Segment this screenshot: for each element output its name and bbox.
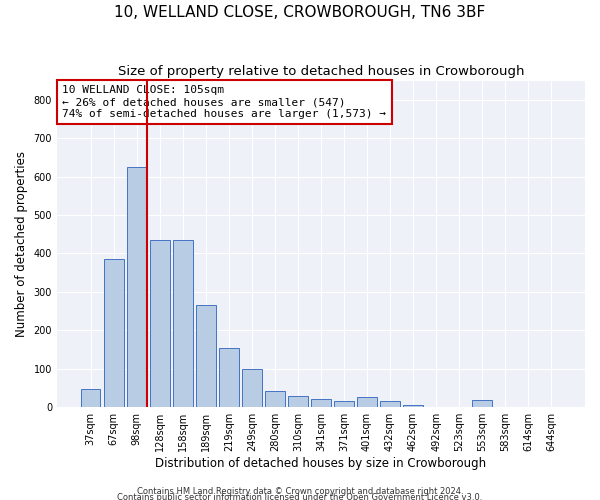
Bar bbox=[242, 369, 262, 407]
Text: Contains public sector information licensed under the Open Government Licence v3: Contains public sector information licen… bbox=[118, 492, 482, 500]
Bar bbox=[472, 400, 492, 407]
Text: 10 WELLAND CLOSE: 105sqm
← 26% of detached houses are smaller (547)
74% of semi-: 10 WELLAND CLOSE: 105sqm ← 26% of detach… bbox=[62, 86, 386, 118]
Text: 10, WELLAND CLOSE, CROWBOROUGH, TN6 3BF: 10, WELLAND CLOSE, CROWBOROUGH, TN6 3BF bbox=[115, 5, 485, 20]
Bar bbox=[403, 406, 423, 407]
Bar bbox=[288, 396, 308, 407]
X-axis label: Distribution of detached houses by size in Crowborough: Distribution of detached houses by size … bbox=[155, 457, 487, 470]
Y-axis label: Number of detached properties: Number of detached properties bbox=[15, 151, 28, 337]
Bar bbox=[127, 167, 146, 407]
Bar bbox=[196, 306, 215, 407]
Bar bbox=[81, 389, 100, 407]
Bar bbox=[219, 348, 239, 407]
Bar bbox=[380, 402, 400, 407]
Title: Size of property relative to detached houses in Crowborough: Size of property relative to detached ho… bbox=[118, 65, 524, 78]
Text: Contains HM Land Registry data © Crown copyright and database right 2024.: Contains HM Land Registry data © Crown c… bbox=[137, 486, 463, 496]
Bar bbox=[334, 402, 354, 407]
Bar bbox=[357, 397, 377, 407]
Bar bbox=[173, 240, 193, 407]
Bar bbox=[150, 240, 170, 407]
Bar bbox=[265, 391, 284, 407]
Bar bbox=[311, 399, 331, 407]
Bar bbox=[104, 260, 124, 407]
